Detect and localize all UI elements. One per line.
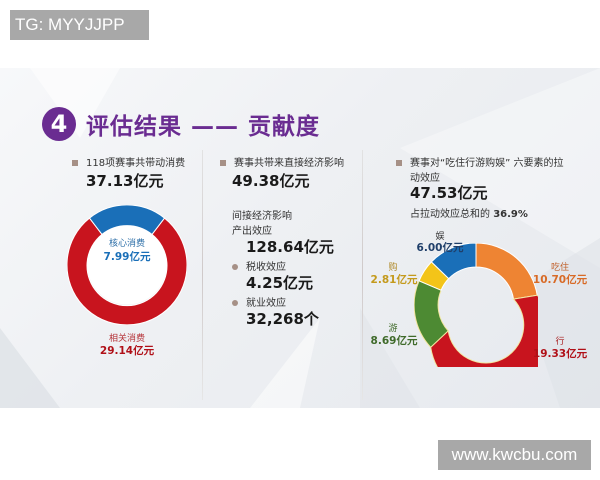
panel3-total: 47.53亿元 xyxy=(410,184,488,202)
employment-effect-label: 就业效应 xyxy=(232,294,286,309)
panel3-heading: 赛事对“吃住行游购娱” 六要素的拉 xyxy=(396,154,564,169)
panel2-heading-text: 赛事共带来直接经济影响 xyxy=(234,158,344,169)
tour-label: 游 xyxy=(388,324,398,334)
panel2-heading: 赛事共带来直接经济影响 xyxy=(220,154,344,169)
consumption-donut-chart xyxy=(67,205,187,325)
related-consumption-label: 相关消费 xyxy=(108,334,145,344)
related-consumption-value: 29.14亿元 xyxy=(99,345,155,357)
core-consumption-value: 7.99亿元 xyxy=(103,251,151,263)
shop-label: 购 xyxy=(388,263,398,273)
watermark-bottom: www.kwcbu.com xyxy=(438,440,591,470)
travel-value: 19.33亿元 xyxy=(532,348,588,360)
donut-segment-related xyxy=(67,217,187,325)
eat-stay-value: 10.70亿元 xyxy=(532,274,588,286)
section-number-badge: 4 xyxy=(42,107,76,141)
tax-effect-label-text: 税收效应 xyxy=(246,262,286,273)
tour-value: 8.69亿元 xyxy=(370,335,418,347)
share-prefix: 占拉动效应总和的 xyxy=(410,209,494,220)
panel3-share: 占拉动效应总和的 36.9% xyxy=(410,205,528,220)
panel3-heading-line2: 动效应 xyxy=(410,173,440,184)
panel1-total: 37.13亿元 xyxy=(86,172,164,190)
core-consumption-label: 核心消费 xyxy=(108,239,145,249)
indirect-impact-heading: 间接经济影响 xyxy=(232,211,292,222)
eat-stay-label: 吃住 xyxy=(550,263,569,273)
panel3-heading-line1: 赛事对“吃住行游购娱” 六要素的拉 xyxy=(410,158,564,169)
donut-segment-travel xyxy=(430,294,538,367)
bullet-square-icon xyxy=(72,160,78,166)
bullet-square-icon xyxy=(220,160,226,166)
travel-label: 行 xyxy=(555,337,565,347)
donut-segment-entertainment xyxy=(430,243,477,280)
section-title: 4 评估结果 —— 贡献度 xyxy=(42,106,320,142)
entertainment-value: 6.00亿元 xyxy=(416,242,464,254)
watermark-top: TG: MYYJJPP xyxy=(10,10,149,40)
output-effect-value: 128.64亿元 xyxy=(246,238,334,256)
divider-1 xyxy=(202,150,203,400)
divider-2 xyxy=(362,150,363,400)
tax-effect-value: 4.25亿元 xyxy=(246,274,314,292)
background-facets xyxy=(0,68,600,408)
shop-value: 2.81亿元 xyxy=(370,274,418,286)
slide: 4 评估结果 —— 贡献度 118项赛事共带动消费 37.13亿元 核心消费 7… xyxy=(0,68,600,408)
output-effect-label: 产出效应 xyxy=(232,226,272,237)
direct-impact-value: 49.38亿元 xyxy=(232,172,310,190)
panel1-heading: 118项赛事共带动消费 xyxy=(72,154,185,169)
bullet-square-icon xyxy=(396,160,402,166)
tax-effect-label: 税收效应 xyxy=(232,258,286,273)
panel1-heading-text: 118项赛事共带动消费 xyxy=(86,158,186,169)
six-elements-donut-chart xyxy=(414,243,538,367)
bullet-dot-icon xyxy=(232,264,238,270)
bullet-dot-icon xyxy=(232,300,238,306)
share-value: 36.9% xyxy=(493,209,528,220)
page-title: 评估结果 —— 贡献度 xyxy=(86,114,321,140)
employment-effect-label-text: 就业效应 xyxy=(246,298,286,309)
employment-effect-value: 32,268个 xyxy=(246,310,319,328)
entertainment-label: 娱 xyxy=(435,232,445,242)
